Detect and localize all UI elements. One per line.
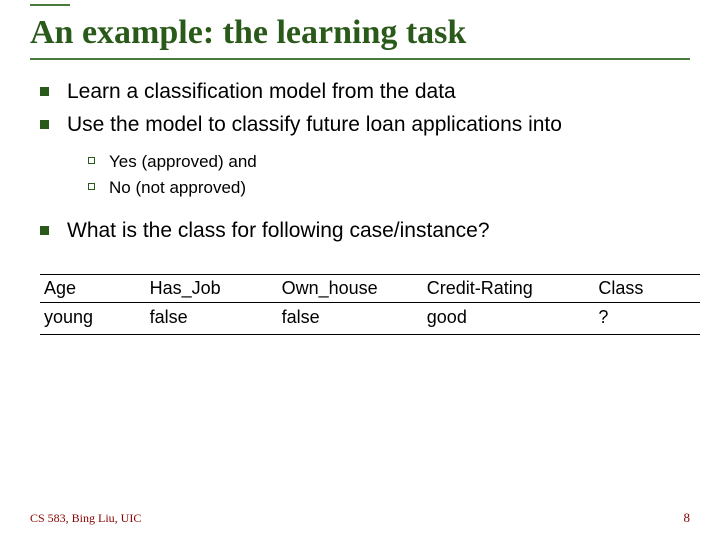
bullet-text: What is the class for following case/ins… <box>67 217 490 244</box>
title-container: An example: the learning task <box>30 10 690 60</box>
table-cell: false <box>278 303 423 335</box>
sub-bullet-item: No (not approved) <box>88 177 690 199</box>
bullet-item: Use the model to classify future loan ap… <box>40 111 690 138</box>
column-header: Class <box>594 275 700 303</box>
hollow-square-bullet-icon <box>88 183 95 190</box>
sub-bullet-text: No (not approved) <box>109 177 246 199</box>
column-header: Own_house <box>278 275 423 303</box>
square-bullet-icon <box>40 120 49 129</box>
data-table: Age Has_Job Own_house Credit-Rating Clas… <box>40 274 700 335</box>
column-header: Credit-Rating <box>423 275 595 303</box>
square-bullet-icon <box>40 87 49 96</box>
table-header-row: Age Has_Job Own_house Credit-Rating Clas… <box>40 275 700 303</box>
data-table-container: Age Has_Job Own_house Credit-Rating Clas… <box>40 274 700 335</box>
sub-bullet-text: Yes (approved) and <box>109 151 257 173</box>
slide-number: 8 <box>684 510 691 526</box>
bullet-item: What is the class for following case/ins… <box>40 217 690 244</box>
bullet-item: Learn a classification model from the da… <box>40 78 690 105</box>
column-header: Has_Job <box>146 275 278 303</box>
sub-bullet-item: Yes (approved) and <box>88 151 690 173</box>
table-cell: false <box>146 303 278 335</box>
table-cell: ? <box>594 303 700 335</box>
table-cell: young <box>40 303 146 335</box>
slide-title: An example: the learning task <box>30 10 690 52</box>
footer-attribution: CS 583, Bing Liu, UIC <box>30 511 141 526</box>
table-row: young false false good ? <box>40 303 700 335</box>
table-cell: good <box>423 303 595 335</box>
square-bullet-icon <box>40 226 49 235</box>
column-header: Age <box>40 275 146 303</box>
content-area: Learn a classification model from the da… <box>30 78 690 335</box>
bullet-text: Use the model to classify future loan ap… <box>67 111 562 138</box>
hollow-square-bullet-icon <box>88 157 95 164</box>
slide: An example: the learning task Learn a cl… <box>0 0 720 540</box>
bullet-text: Learn a classification model from the da… <box>67 78 456 105</box>
